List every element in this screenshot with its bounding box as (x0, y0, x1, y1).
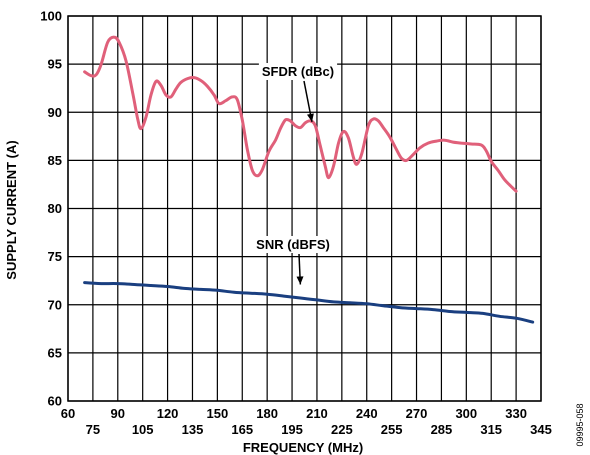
y-tick-label: 60 (48, 394, 62, 409)
x-tick-label: 285 (431, 422, 453, 437)
x-tick-label: 90 (111, 406, 125, 421)
x-tick-label: 135 (182, 422, 204, 437)
y-axis-label: SUPPLY CURRENT (A) (4, 140, 19, 279)
series-lines (83, 35, 535, 324)
x-tick-label: 225 (331, 422, 353, 437)
annotation-sfdr: SFDR (dBc) (262, 64, 334, 79)
grid (67, 15, 542, 402)
series-line-snr (83, 281, 535, 324)
y-tick-label: 65 (48, 345, 62, 360)
plot-frame (67, 15, 542, 402)
annotation-background (258, 63, 338, 80)
x-tick-label: 315 (480, 422, 502, 437)
x-tick-label: 75 (86, 422, 100, 437)
y-tick-label: 85 (48, 153, 62, 168)
annotation-arrowhead (296, 276, 304, 285)
annotation-arrowhead (307, 113, 314, 122)
y-tick-label: 70 (48, 297, 62, 312)
x-tick-label: 60 (61, 406, 75, 421)
y-tick-label: 75 (48, 249, 62, 264)
x-tick-label: 240 (356, 406, 378, 421)
series-line-sfdr (83, 35, 518, 193)
figure-id: 09995-058 (575, 403, 585, 446)
x-tick-label: 105 (132, 422, 154, 437)
annotation-snr: SNR (dBFS) (256, 237, 330, 252)
y-tick-label: 100 (40, 9, 62, 24)
x-tick-label: 120 (157, 406, 179, 421)
x-tick-label: 330 (505, 406, 527, 421)
x-tick-label: 270 (406, 406, 428, 421)
annotations: SFDR (dBc) SNR (dBFS) (253, 63, 338, 285)
x-tick-label: 150 (207, 406, 229, 421)
x-tick-label: 345 (530, 422, 552, 437)
tick-labels: 6075901051201351501651801952102252402552… (40, 9, 552, 438)
x-axis-label: FREQUENCY (MHz) (243, 440, 363, 455)
x-tick-label: 300 (455, 406, 477, 421)
y-tick-label: 90 (48, 105, 62, 120)
y-tick-label: 80 (48, 201, 62, 216)
y-tick-label: 95 (48, 57, 62, 72)
x-tick-label: 165 (231, 422, 253, 437)
x-tick-label: 195 (281, 422, 303, 437)
annotation-background (253, 236, 333, 253)
x-tick-label: 180 (256, 406, 278, 421)
x-tick-label: 255 (381, 422, 403, 437)
x-tick-label: 210 (306, 406, 328, 421)
